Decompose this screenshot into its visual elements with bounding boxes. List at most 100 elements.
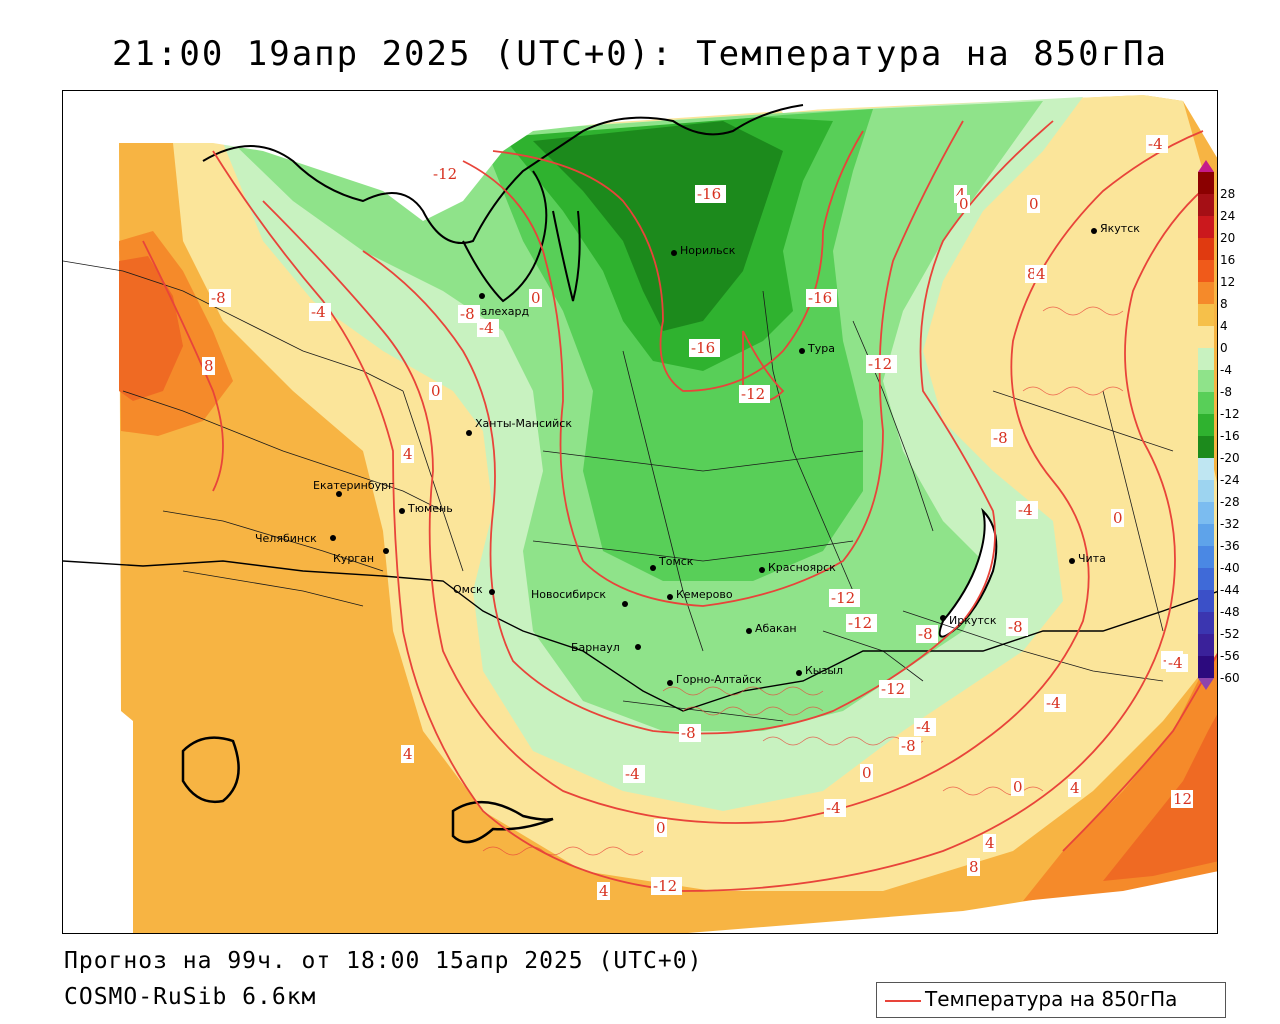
colorbar-tick-label: -8 bbox=[1220, 385, 1232, 399]
legend: Температура на 850гПа bbox=[876, 982, 1226, 1018]
colorbar-swatch bbox=[1198, 502, 1214, 524]
colorbar-tick-label: -40 bbox=[1220, 561, 1240, 575]
city-khanty-mansiysk: Ханты-Мансийск bbox=[466, 417, 572, 436]
colorbar-swatch bbox=[1198, 216, 1214, 238]
colorbar-swatch bbox=[1198, 304, 1214, 326]
gulf-ob bbox=[552, 210, 581, 302]
colorbar-swatch bbox=[1198, 480, 1214, 502]
isotherm-label-bg bbox=[623, 765, 645, 783]
city-tura: Тура bbox=[799, 342, 835, 355]
colorbar-swatch bbox=[1198, 194, 1214, 216]
isotherm-label-bg bbox=[1006, 618, 1028, 636]
isotherm-label-bg bbox=[654, 819, 667, 837]
colorbar-tick-label: -20 bbox=[1220, 451, 1240, 465]
colorbar-swatch bbox=[1198, 546, 1214, 568]
isotherm-label-bg bbox=[957, 195, 970, 213]
city-salekhard: Салехард bbox=[473, 293, 529, 318]
city-label: Чита bbox=[1078, 552, 1106, 565]
isotherm-label: 12 bbox=[1173, 790, 1192, 808]
isotherm-label-bg bbox=[429, 382, 442, 400]
isotherm-label: -12 bbox=[741, 385, 765, 403]
isotherm-label-bg bbox=[1068, 779, 1081, 797]
isotherm-label-bg bbox=[1011, 778, 1024, 796]
isotherm-label: -4 bbox=[1018, 501, 1033, 519]
weather-map[interactable]: Якутск Норильск Салехард Тура Ханты-Манс… bbox=[62, 90, 1218, 934]
isotherm-label-bg bbox=[829, 589, 860, 607]
colorbar-swatch bbox=[1198, 370, 1214, 392]
colorbar-swatch bbox=[1198, 524, 1214, 546]
isotherm-label: -16 bbox=[697, 185, 721, 203]
isotherm-label-bg bbox=[983, 834, 996, 852]
city-norilsk: Норильск bbox=[671, 244, 736, 257]
isotherm-label: -4 bbox=[916, 718, 931, 736]
coastline bbox=[202, 104, 804, 244]
isotherm-label-bg bbox=[739, 385, 770, 403]
isotherm-label: -12 bbox=[653, 877, 677, 895]
isotherm-label: -8 bbox=[681, 724, 696, 742]
city-tyumen: Тюмень bbox=[399, 502, 453, 515]
isotherm-label: -12 bbox=[868, 355, 892, 373]
city-label: Салехард bbox=[473, 305, 529, 318]
city-novosibirsk: Новосибирск bbox=[531, 588, 628, 607]
isotherm-label: 0 bbox=[959, 195, 969, 213]
isotherm-label-bg bbox=[806, 289, 837, 307]
isotherm-label: 0 bbox=[1113, 509, 1123, 527]
yamal-coast bbox=[462, 170, 548, 303]
city-yekaterinburg: Екатеринбург bbox=[313, 479, 394, 497]
isotherm-label: -16 bbox=[691, 339, 715, 357]
legend-line-swatch bbox=[885, 1000, 921, 1002]
colorbar-tick-label: 20 bbox=[1220, 231, 1236, 245]
city-omsk: Омск bbox=[453, 583, 495, 596]
isotherm-label: 0 bbox=[656, 819, 666, 837]
legend-label: Температура на 850гПа bbox=[925, 987, 1178, 1011]
city-krasnoyarsk: Красноярск bbox=[759, 561, 836, 574]
city-label: Новосибирск bbox=[531, 588, 606, 601]
forecast-info: Прогноз на 99ч. от 18:00 15апр 2025 (UTC… bbox=[64, 948, 703, 974]
city-label: Тура bbox=[807, 342, 835, 355]
zone-darkest-green bbox=[533, 121, 783, 331]
cities-layer: Якутск Норильск Салехард Тура Ханты-Манс… bbox=[255, 222, 1140, 686]
isotherm-label-bg bbox=[202, 357, 215, 375]
city-yakutsk: Якутск bbox=[1091, 222, 1140, 235]
isotherm-label-bg bbox=[860, 764, 873, 782]
colorbar-tick-label: 0 bbox=[1220, 341, 1228, 355]
isotherm-label: -12 bbox=[881, 680, 905, 698]
country-border bbox=[63, 560, 1217, 712]
isotherm-label: -4 bbox=[479, 319, 494, 337]
isotherm-label-bg bbox=[824, 799, 846, 817]
colorbar-tick-label: -16 bbox=[1220, 429, 1240, 443]
isotherm-label-bg bbox=[309, 303, 331, 321]
isotherm-label-bg bbox=[991, 429, 1013, 447]
colorbar-tick-label: -12 bbox=[1220, 407, 1240, 421]
model-name: COSMO-RuSib 6.6км bbox=[64, 984, 317, 1010]
isotherm-label: -4 bbox=[1046, 694, 1061, 712]
isotherm-label-bg bbox=[1171, 790, 1193, 808]
colorbar-tick-label: 16 bbox=[1220, 253, 1236, 267]
colorbar-swatches bbox=[1198, 160, 1214, 690]
colorbar-tick-label: -60 bbox=[1220, 671, 1240, 685]
isotherm-label: -8 bbox=[918, 625, 933, 643]
colorbar-tick-label: -28 bbox=[1220, 495, 1240, 509]
colorbar-swatch bbox=[1198, 348, 1214, 370]
isotherm-label-bg bbox=[1166, 654, 1188, 672]
sea-kara bbox=[119, 91, 763, 221]
colorbar-tick-label: 28 bbox=[1220, 187, 1236, 201]
city-label: Барнаул bbox=[571, 641, 620, 654]
isotherm-label-bg bbox=[1111, 509, 1124, 527]
isotherm-label: 4 bbox=[956, 185, 966, 203]
aral-sea bbox=[181, 736, 240, 804]
isotherm-label: -4 bbox=[826, 799, 841, 817]
city-barnaul: Барнаул bbox=[571, 641, 641, 654]
isotherm-label-bg bbox=[477, 319, 499, 337]
colorbar-swatch bbox=[1198, 392, 1214, 414]
colorbar: 28 24 20 16 12 8 4 0 -4 -8 -12 -16 -20 -24 -28 -32 -36 -4… bbox=[1196, 160, 1280, 690]
isotherm-label: -8 bbox=[993, 429, 1008, 447]
isotherm-label: -4 bbox=[311, 303, 326, 321]
isotherm-label-bg bbox=[695, 185, 726, 203]
colorbar-swatch bbox=[1198, 590, 1214, 612]
colorbar-tick-label: -4 bbox=[1220, 363, 1232, 377]
city-kurgan: Курган bbox=[333, 548, 389, 565]
isotherm-label: 4 bbox=[985, 834, 995, 852]
colorbar-swatch bbox=[1198, 260, 1214, 282]
